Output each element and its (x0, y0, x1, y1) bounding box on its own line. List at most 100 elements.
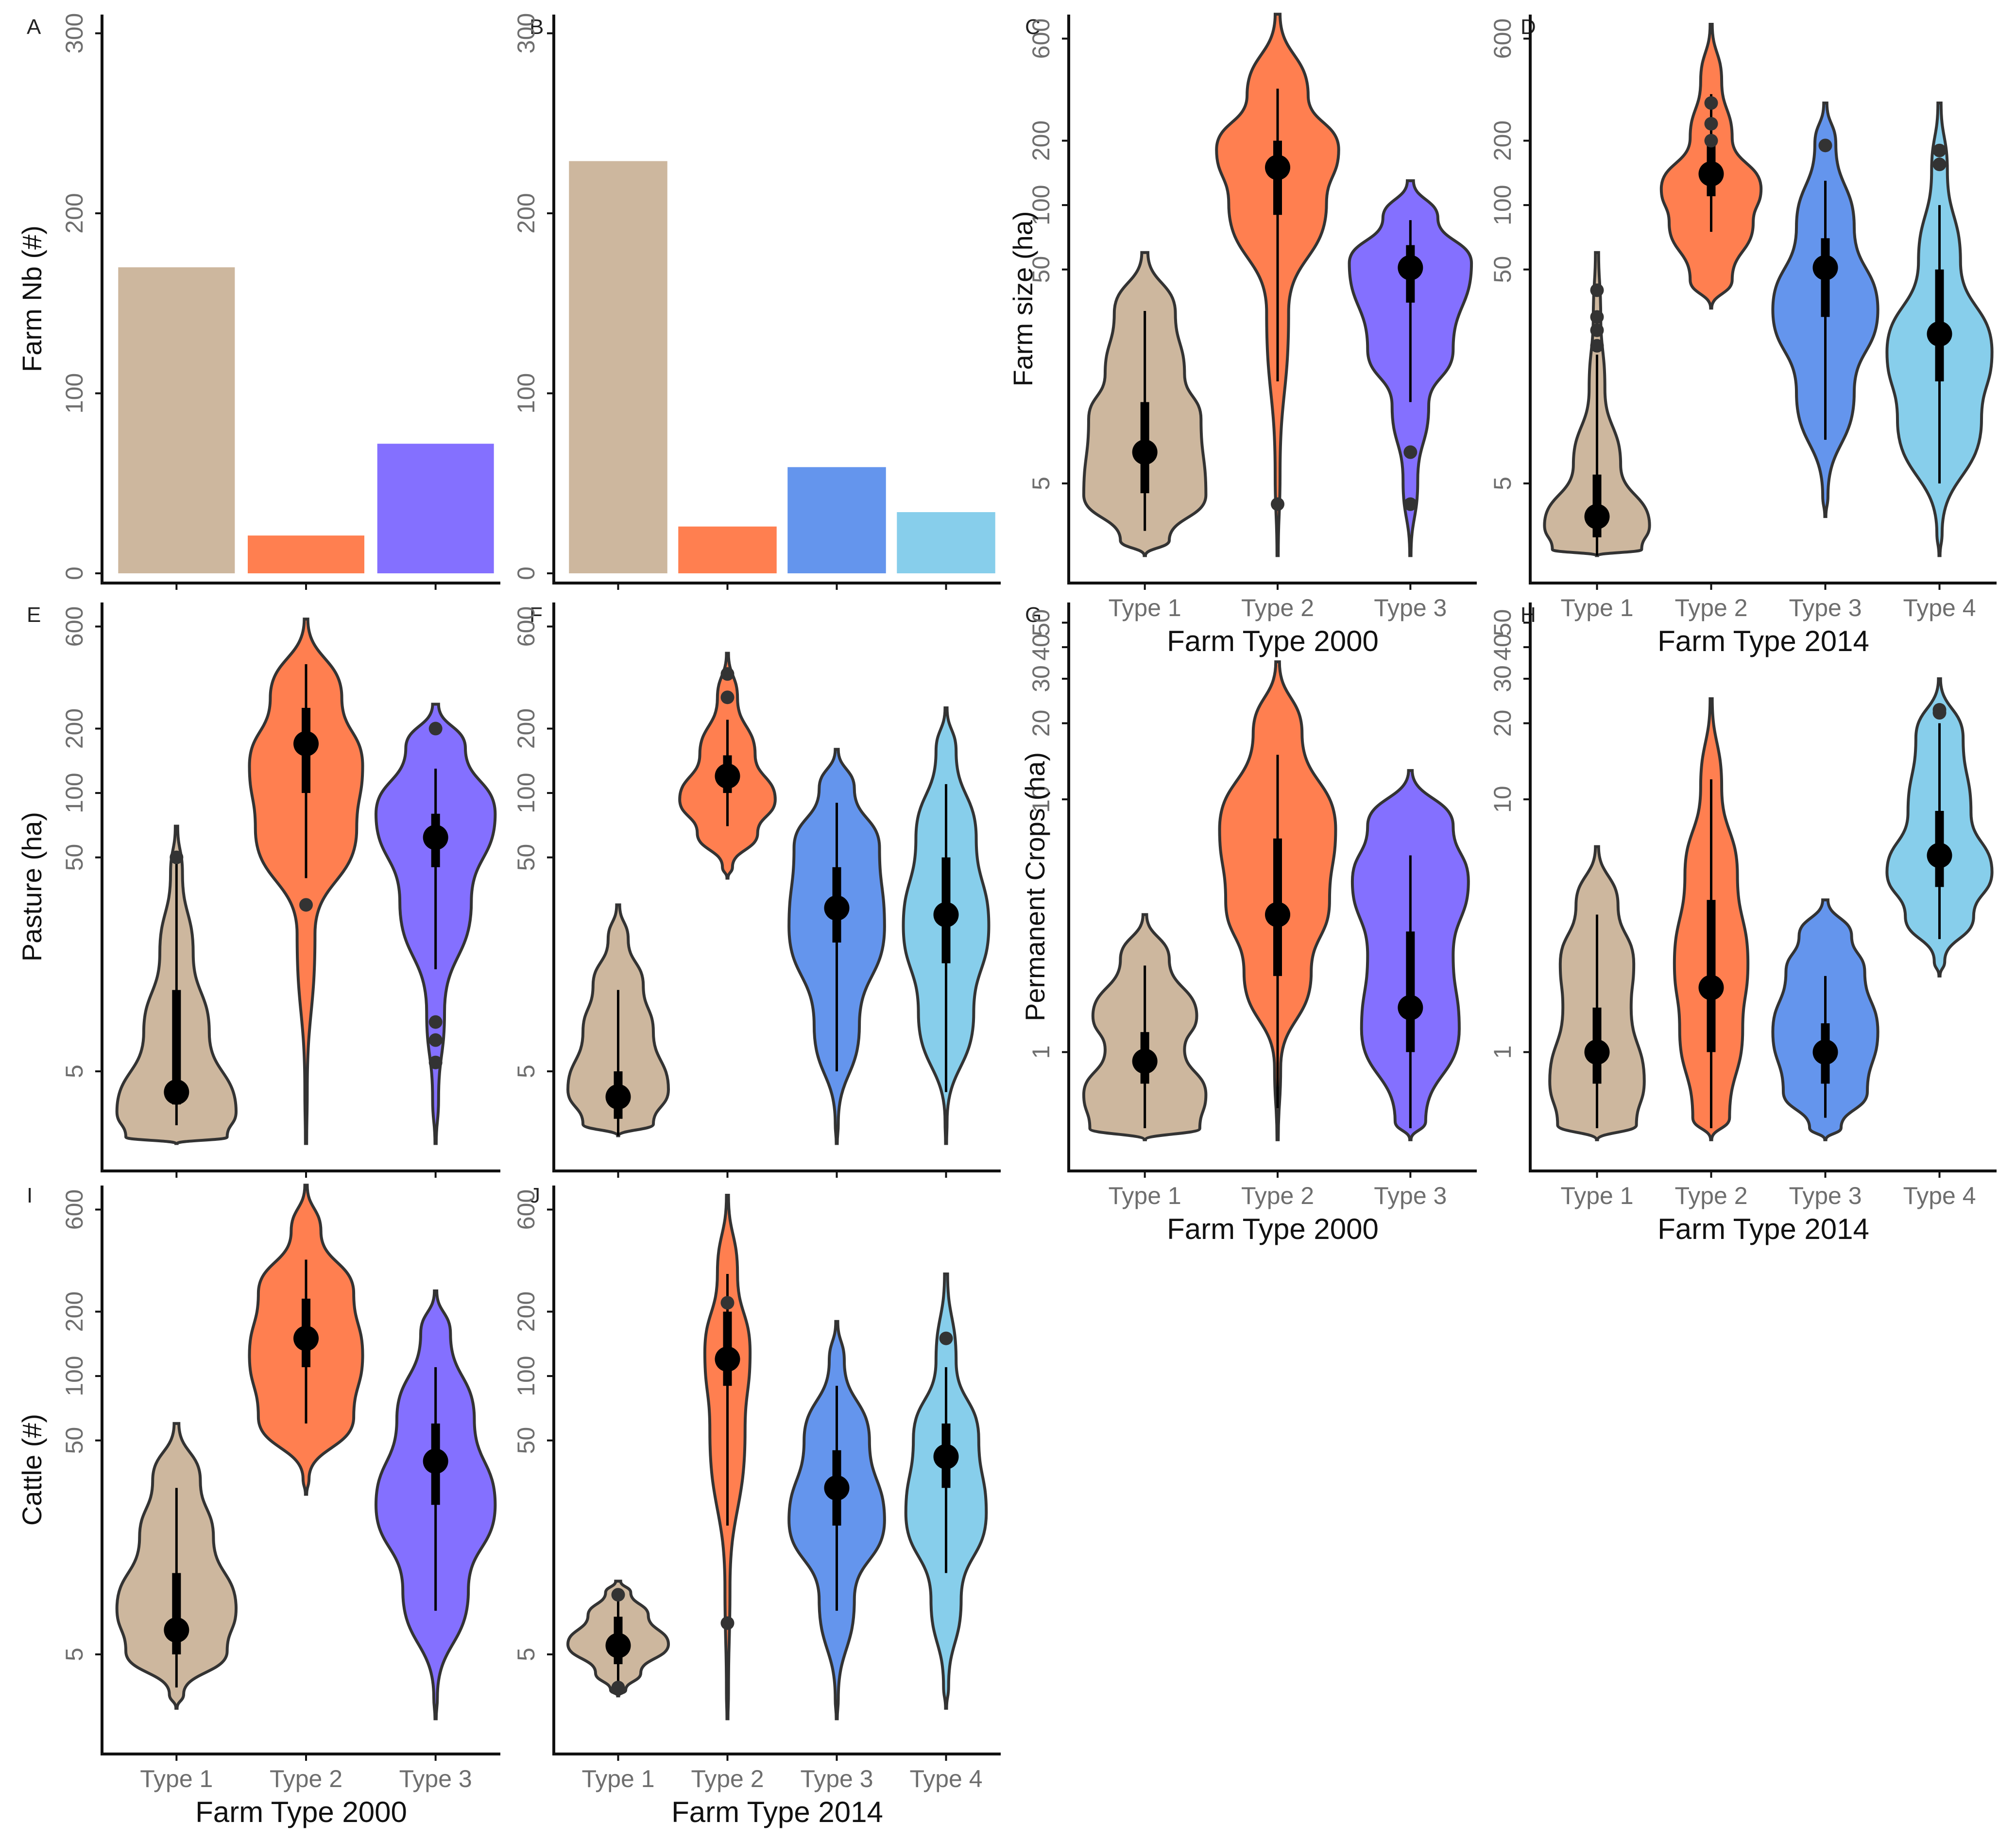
y-tick-label: 200 (61, 1291, 88, 1332)
y-tick-label: 30 (1027, 665, 1055, 692)
median-point (933, 1444, 959, 1469)
x-tick-label: Type 1 (1109, 594, 1181, 621)
outlier-point (1932, 143, 1947, 157)
x-tick-label: Type 3 (800, 1765, 873, 1792)
x-tick-label: Type 2 (691, 1765, 764, 1792)
x-tick-label: Type 2 (1241, 594, 1314, 621)
y-axis-title: Farm size (ha) (1008, 211, 1038, 387)
y-tick-label: 40 (1027, 634, 1055, 661)
y-tick-label: 200 (1027, 120, 1055, 161)
y-tick-label: 40 (1489, 634, 1516, 661)
bar-type-3 (377, 444, 494, 573)
median-point (1698, 161, 1724, 187)
median-point (605, 1633, 631, 1658)
median-point (933, 902, 959, 928)
y-tick-label: 10 (1027, 786, 1055, 813)
median-point (293, 731, 319, 757)
y-tick-label: 5 (1489, 477, 1516, 490)
outlier-point (1590, 283, 1604, 297)
outlier-point (299, 898, 313, 912)
panel-f: F 5 50 100 200 600 (513, 602, 1001, 1178)
panel-letter: B (530, 15, 544, 39)
x-tick-label: Type 3 (399, 1765, 472, 1792)
y-tick-label: 100 (513, 1356, 540, 1396)
outlier-point (720, 667, 735, 681)
y-axis-title: Permanent Crops (ha) (1020, 752, 1050, 1021)
x-tick-label: Type 4 (1903, 1182, 1976, 1209)
outlier-point (428, 1055, 443, 1069)
outlier-point (1932, 703, 1947, 717)
y-tick-label: 0 (513, 567, 540, 580)
y-tick-label: 100 (1489, 185, 1516, 225)
y-tick-label: 50 (513, 1427, 540, 1454)
outlier-point (1704, 96, 1718, 110)
panel-a: A 0 100 200 300 Farm Nb (#) (17, 13, 500, 590)
violin-iqr-box (1406, 931, 1415, 1052)
y-tick-label: 100 (61, 773, 88, 813)
x-axis-title: Farm Type 2000 (1167, 625, 1379, 657)
y-tick-label: 200 (1489, 120, 1516, 161)
bar-type-3 (787, 467, 886, 573)
y-tick-label: 20 (1027, 710, 1055, 737)
panel-d: D 5 50 100 200 600 Type 1 Type 2 Type 3 Type 4 Far… (1489, 15, 1997, 657)
y-tick-label: 200 (61, 193, 88, 233)
panel-letter: F (530, 603, 543, 627)
x-tick-label: Type 1 (1560, 594, 1633, 621)
panel-letter: J (530, 1184, 540, 1207)
y-tick-label: 600 (513, 606, 540, 647)
x-tick-label: Type 1 (581, 1765, 654, 1792)
violin-type-2 (248, 618, 364, 1145)
outlier-point (1932, 157, 1947, 172)
x-axis-title: Farm Type 2000 (1167, 1213, 1379, 1245)
median-point (715, 763, 740, 789)
y-tick-label: 50 (61, 844, 88, 871)
y-axis-title: Farm Nb (#) (17, 225, 47, 372)
x-tick-label: Type 2 (1674, 1182, 1747, 1209)
median-point (1132, 1049, 1158, 1074)
y-tick-label: 300 (61, 13, 88, 53)
panel-j: J 5 50 100 200 600 Type 1 Type 2 Type 3 Type 4 Far… (513, 1184, 1001, 1828)
median-point (164, 1617, 189, 1643)
outlier-point (720, 690, 735, 705)
x-tick-label: Type 2 (1241, 1182, 1314, 1209)
x-axis-title: Farm Type 2014 (671, 1796, 883, 1828)
median-point (1812, 255, 1838, 280)
x-tick-label: Type 2 (1674, 594, 1747, 621)
y-tick-label: 1 (1027, 1045, 1055, 1059)
bar-type-1 (569, 161, 667, 574)
median-point (1584, 504, 1610, 530)
panel-letter: D (1521, 15, 1536, 39)
panel-letter: I (27, 1184, 33, 1207)
panel-b: B 0 100 200 300 (513, 13, 1001, 590)
median-point (824, 895, 850, 921)
panel-letter: E (27, 603, 41, 627)
panel-e: E 5 50 100 200 600 Pasture (ha) (17, 602, 500, 1178)
y-tick-label: 200 (513, 708, 540, 749)
bar-type-2 (678, 526, 777, 573)
median-point (293, 1325, 319, 1351)
outlier-point (720, 1296, 735, 1310)
outlier-point (1271, 497, 1284, 511)
panel-letter: G (1025, 603, 1042, 627)
y-tick-label: 100 (61, 373, 88, 413)
violin-iqr-box (172, 990, 181, 1105)
median-point (824, 1475, 850, 1501)
panel-i: I 5 50 100 200 600 Type 1 Type 2 Type 3 Cattle (#… (17, 1184, 500, 1828)
y-tick-label: 600 (513, 1189, 540, 1230)
y-tick-label: 600 (61, 606, 88, 647)
outlier-point (611, 1588, 625, 1602)
outlier-point (1704, 117, 1718, 131)
x-tick-label: Type 1 (140, 1765, 213, 1792)
y-tick-label: 20 (1489, 710, 1516, 737)
y-tick-label: 50 (1027, 609, 1055, 636)
y-tick-label: 50 (513, 844, 540, 871)
outlier-point (939, 1331, 953, 1345)
median-point (605, 1084, 631, 1110)
panel-letter: C (1025, 15, 1041, 39)
y-axis-title: Pasture (ha) (17, 812, 47, 962)
x-tick-label: Type 3 (1789, 1182, 1862, 1209)
y-tick-label: 5 (1027, 477, 1055, 490)
